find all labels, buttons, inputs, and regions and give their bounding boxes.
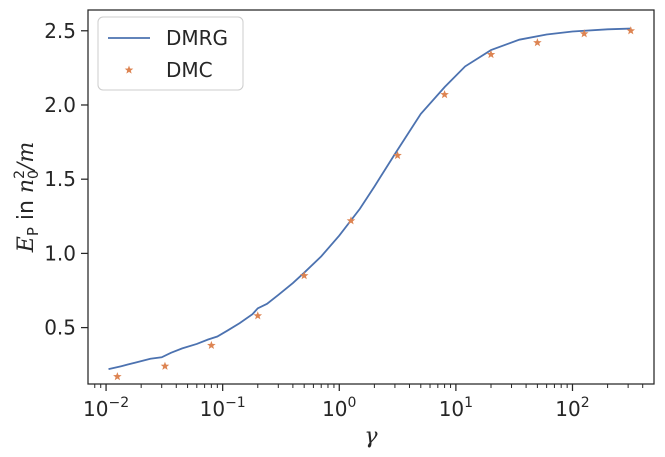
dmc-point <box>626 26 636 35</box>
legend-box <box>97 16 244 91</box>
y-tick-label: 1.5 <box>44 167 76 191</box>
dmc-point <box>207 340 216 350</box>
x-tick-label: 10−1 <box>200 395 246 421</box>
y-tick-label: 1.0 <box>44 241 76 265</box>
dmc-point <box>440 90 449 99</box>
x-tick-label: 10−2 <box>83 395 129 421</box>
ylabel-per-mass: /m <box>14 142 39 172</box>
dmc-point <box>253 311 263 320</box>
legend-dmc-label: DMC <box>166 58 213 82</box>
legend-dmc-star <box>124 65 134 74</box>
x-tick-label: 100 <box>322 395 356 421</box>
y-tick-label: 0.5 <box>44 316 76 340</box>
x-tick-label: 102 <box>555 395 589 421</box>
dmc-point <box>160 361 170 370</box>
dmc-point <box>533 38 542 47</box>
dmc-point <box>393 150 402 160</box>
dmc-point <box>113 372 122 381</box>
y-axis-ticks: 0.5 1.0 1.5 2.0 2.5 <box>44 19 88 340</box>
dmc-point <box>346 216 356 225</box>
legend-dmc-star-swatch <box>124 65 134 74</box>
y-tick-label: 2.0 <box>44 93 76 117</box>
ylabel-in-text: in <box>14 193 39 227</box>
x-axis-ticks: 10−2 10−1 100 101 102 <box>83 384 590 421</box>
series-points-dmc <box>113 26 636 381</box>
dmc-point <box>299 271 309 280</box>
ylabel-density-subscript: 0 <box>26 170 42 179</box>
dmc-point <box>486 50 496 59</box>
ylabel-energy-subscript: P <box>24 227 42 236</box>
x-minor-ticks <box>94 384 644 388</box>
ylabel-density-symbol: n <box>14 179 39 193</box>
x-axis-label: γ <box>364 424 378 449</box>
ylabel-density-superscript: 2 <box>12 170 28 179</box>
ylabel-energy-symbol: E <box>14 236 39 253</box>
x-tick-label: 101 <box>439 395 473 421</box>
y-tick-label: 2.5 <box>44 19 76 43</box>
legend-dmrg-label: DMRG <box>166 26 228 50</box>
dmc-point <box>579 29 589 38</box>
legend: DMRG DMC <box>97 16 244 91</box>
y-axis-label: EP in n20/m <box>12 142 42 253</box>
series-line-dmrg <box>108 27 632 371</box>
